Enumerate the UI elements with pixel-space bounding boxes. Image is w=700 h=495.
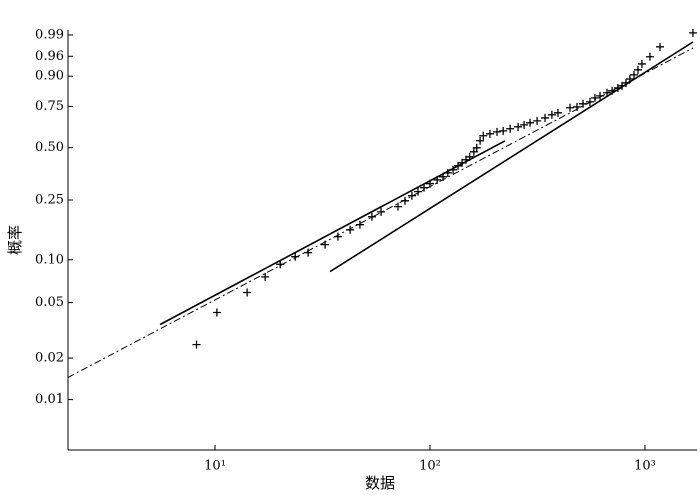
data-point	[420, 183, 429, 192]
x-axis-label: 数据	[365, 474, 395, 492]
y-tick-label: 0.01	[35, 392, 64, 407]
data-point	[547, 110, 556, 119]
y-tick-label: 0.75	[35, 99, 64, 114]
data-point	[493, 127, 502, 136]
y-tick-label: 0.99	[35, 27, 64, 42]
data-point	[520, 120, 529, 129]
fit-line	[159, 140, 506, 326]
data-point	[192, 340, 201, 349]
data-point	[261, 272, 270, 281]
data-point	[476, 136, 485, 145]
fit-line	[67, 47, 694, 378]
data-point	[243, 288, 252, 297]
data-point	[633, 65, 642, 74]
data-point	[590, 93, 599, 102]
y-tick-label: 0.05	[35, 295, 64, 310]
y-tick-label: 0.25	[35, 192, 64, 207]
data-point	[603, 88, 612, 97]
data-point	[367, 212, 376, 221]
data-point	[526, 118, 535, 127]
y-tick-label: 0.10	[35, 252, 64, 267]
fit-line	[329, 41, 694, 273]
data-point	[629, 70, 638, 79]
data-point	[479, 131, 488, 140]
y-tick-label: 0.02	[35, 351, 64, 366]
data-point	[472, 143, 481, 152]
y-tick-label: 0.50	[35, 140, 64, 155]
data-point	[533, 116, 542, 125]
data-point	[656, 42, 665, 51]
data-point	[394, 202, 403, 211]
data-point	[212, 308, 221, 317]
y-axis-label: 概率	[6, 225, 24, 255]
data-point	[554, 108, 563, 117]
data-point	[645, 52, 654, 61]
data-point	[413, 187, 422, 196]
data-point	[304, 248, 313, 257]
x-tick-label: 10¹	[204, 459, 226, 474]
data-point	[541, 113, 550, 122]
y-tick-label: 0.90	[35, 69, 64, 84]
data-point	[377, 207, 386, 216]
data-point	[566, 103, 575, 112]
data-point	[637, 59, 646, 68]
data-point	[499, 126, 508, 135]
data-point	[407, 191, 416, 200]
data-point	[688, 28, 697, 37]
data-point	[506, 124, 515, 133]
data-point	[514, 122, 523, 131]
x-tick-label: 10³	[634, 459, 656, 474]
y-tick-label: 0.96	[35, 49, 64, 64]
data-point	[485, 129, 494, 138]
data-point	[355, 220, 364, 229]
x-tick-label: 10²	[419, 459, 441, 474]
